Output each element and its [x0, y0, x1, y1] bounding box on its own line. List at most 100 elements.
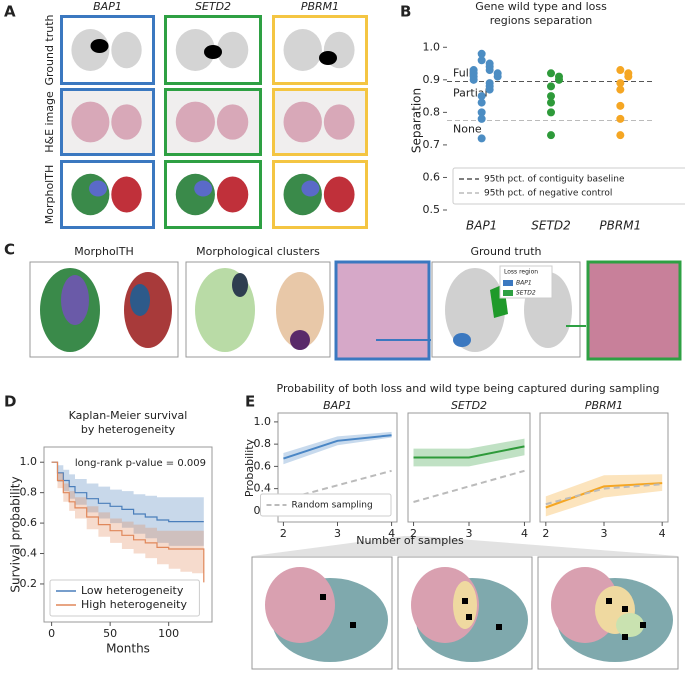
x-tick-label: 4: [659, 527, 666, 540]
x-tick-label: 2: [280, 527, 287, 540]
tissue: [216, 31, 249, 69]
annotation: long-rank p-value = 0.009: [75, 458, 206, 469]
point: [616, 114, 625, 123]
y-tick-label: 0.9: [423, 73, 441, 86]
tissue: [111, 31, 142, 69]
y-tick-label: 0.7: [423, 138, 441, 151]
point: [485, 66, 494, 75]
chart-title: regions separation: [490, 14, 593, 27]
y-tick-label: 0.8: [20, 486, 38, 499]
y-tick-label: 0.8: [423, 105, 441, 118]
point: [616, 79, 625, 88]
chart-title: PBRM1: [585, 399, 623, 412]
panel-label: C: [4, 241, 15, 259]
confidence-band: [545, 474, 663, 517]
tissue: [71, 101, 110, 143]
confidence-band: [283, 431, 392, 465]
legend-label: Random sampling: [292, 501, 373, 511]
x-tick-label: 50: [103, 627, 117, 640]
chart-title: BAP1: [323, 399, 352, 412]
confidence-band: [413, 438, 525, 467]
x-tick-label: 3: [601, 527, 608, 540]
chart-title: by heterogeneity: [81, 423, 176, 436]
legend-title: Loss region: [504, 269, 538, 276]
point: [547, 108, 555, 117]
y-tick-label: 0.6: [254, 459, 272, 472]
point: [616, 85, 625, 94]
point: [477, 98, 486, 107]
panel-c-title: Ground truth: [470, 245, 541, 258]
legend-label: 95th pct. of negative control: [484, 189, 612, 199]
legend-label: 95th pct. of contiguity baseline: [484, 175, 625, 185]
zone-label: None: [453, 123, 482, 136]
legend-label: SETD2: [516, 290, 536, 297]
y-axis-label: Survival probability: [9, 476, 23, 592]
tissue: [175, 101, 215, 143]
y-axis-label: Separation: [410, 88, 424, 153]
legend-box: [260, 493, 392, 517]
loss-region: [90, 39, 109, 53]
point: [485, 85, 494, 94]
tissue: [283, 29, 322, 71]
panel-label: D: [4, 393, 16, 411]
series-line: [283, 469, 392, 501]
x-axis-label: Number of samples: [356, 534, 464, 547]
point: [477, 114, 486, 123]
point: [469, 75, 478, 84]
y-tick-label: 0.6: [20, 516, 38, 529]
loss-region: [319, 51, 337, 65]
row-label: MorpholTH: [43, 165, 56, 224]
row-label: Ground truth: [43, 14, 56, 85]
plot-frame: [407, 412, 531, 523]
row-label: H&E image: [43, 91, 56, 153]
tissue: [111, 104, 142, 140]
tissue: [216, 176, 249, 213]
panel-label: E: [245, 393, 255, 411]
y-tick-label: 1.0: [254, 415, 272, 428]
tissue: [283, 101, 322, 143]
loss-region: [204, 45, 222, 59]
panel-e-images: [251, 536, 679, 670]
tissue: [89, 180, 107, 197]
y-tick-label: 1.0: [20, 455, 38, 468]
column-label: SETD2: [195, 0, 231, 13]
panel-label: A: [4, 3, 16, 21]
point: [547, 82, 555, 91]
series-line: [51, 461, 204, 523]
chart-title: Kaplan-Meier survival: [69, 409, 188, 422]
panel-c-title: Morphological clusters: [196, 245, 320, 258]
point: [477, 134, 486, 143]
series-line: [413, 469, 525, 503]
legend-label: BAP1: [516, 280, 532, 287]
zone-label: Full: [453, 66, 472, 79]
x-axis-label: Months: [106, 642, 150, 656]
x-tick-label: PBRM1: [599, 219, 641, 233]
y-tick-label: 0.6: [423, 170, 441, 183]
series-line: [545, 483, 663, 506]
panel-c-images: [29, 260, 682, 361]
legend-label: High heterogeneity: [81, 598, 187, 611]
x-tick-label: 2: [542, 527, 549, 540]
column-label: PBRM1: [301, 0, 339, 13]
point: [616, 131, 625, 140]
x-tick-label: 4: [388, 527, 395, 540]
y-tick-label: 0.4: [254, 482, 272, 495]
x-tick-label: SETD2: [531, 219, 570, 233]
panel-label: B: [400, 3, 411, 21]
series-line: [545, 482, 663, 509]
panel-e-title: Probability of both loss and wild type b…: [277, 382, 660, 395]
point: [555, 75, 563, 84]
point: [547, 98, 555, 107]
x-tick-label: 0: [48, 627, 55, 640]
column-label: BAP1: [93, 0, 122, 13]
point: [477, 56, 486, 65]
y-tick-label: 0.8: [254, 437, 272, 450]
y-axis-label: Probability: [243, 438, 256, 497]
x-tick-label: 3: [334, 527, 341, 540]
legend-box: [452, 167, 685, 205]
y-tick-label: 0.2: [20, 577, 38, 590]
point: [547, 131, 555, 140]
tissue: [216, 104, 249, 140]
x-tick-label: 2: [410, 527, 417, 540]
